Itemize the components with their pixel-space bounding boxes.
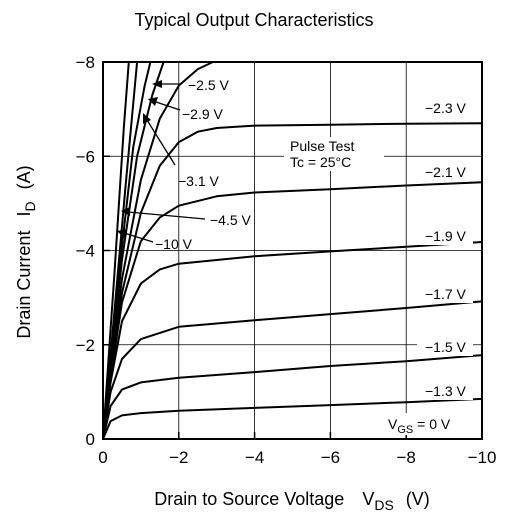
vgs-zero-label: VGS = 0 V [385, 413, 477, 436]
y-axis-ticks: 0 −2 −4 −6 −8 [76, 53, 110, 449]
annotation-line-2: Tc = 25°C [290, 154, 351, 170]
label-leaders [117, 80, 206, 243]
series-label-bg [417, 382, 473, 400]
x-axis-label-text: Drain to Source Voltage [154, 489, 344, 509]
series-label: −1.5 V [425, 339, 467, 355]
leader-2-5v-arrowhead [152, 80, 162, 88]
series-label: −2.5 V [188, 77, 230, 93]
leader-3-1v [146, 119, 176, 166]
x-tick-label: −2 [169, 448, 188, 467]
leader-4-5v-arrowhead [121, 207, 130, 216]
series-label: −2.9 V [182, 106, 224, 122]
series-label: −3.1 V [178, 173, 220, 189]
x-tick-label: −4 [245, 448, 264, 467]
series-label: −2.1 V [425, 164, 467, 180]
leader-2-9v-arrowhead [148, 97, 158, 106]
y-axis-label: Drain Current ID (A) [14, 165, 38, 338]
leader-3-1v-arrowhead [143, 113, 151, 124]
leader-10v-arrowhead [117, 229, 127, 238]
series-curve [102, 397, 483, 440]
x-axis-unit: (V) [406, 489, 430, 509]
series-label: −4.5 V [210, 212, 252, 228]
vgs-symbol: V [388, 416, 398, 432]
series-curve [102, 181, 483, 440]
curves [102, 61, 483, 440]
y-tick-label: −8 [76, 53, 95, 72]
series-curve [102, 61, 139, 440]
leader-2-9v [155, 101, 181, 111]
series-label-bg [417, 338, 473, 356]
y-axis-label-text: Drain Current [14, 231, 34, 339]
x-tick-label: −8 [397, 448, 416, 467]
x-tick-label: 0 [98, 448, 107, 467]
series-label-bg [417, 163, 473, 181]
vgs-subscript: GS [397, 424, 413, 436]
y-tick-label: −6 [76, 147, 95, 166]
series-curve [102, 354, 483, 440]
y-tick-label: −4 [76, 242, 95, 261]
series-curve [102, 122, 483, 440]
chart-title: Typical Output Characteristics [134, 10, 373, 30]
vgs-value: = 0 V [413, 416, 451, 432]
series-label: −1.7 V [425, 286, 467, 302]
y-axis-unit: (A) [14, 165, 34, 189]
x-tick-label: −6 [321, 448, 340, 467]
series-label-bg [417, 99, 473, 117]
x-axis-symbol: V [362, 489, 374, 509]
annotation-line-1: Pulse Test [290, 138, 354, 154]
series-label: −10 V [155, 236, 193, 252]
leader-4-5v [127, 211, 206, 220]
series-label-bg [417, 285, 473, 303]
x-tick-label: −10 [468, 448, 497, 467]
y-axis-subscript: D [22, 201, 38, 211]
series-label: −1.9 V [425, 228, 467, 244]
series-labels: −1.3 V −1.5 V −1.7 V −1.9 V −2.1 V −2.3 V −2.5… [155, 77, 473, 400]
series-curve [102, 300, 483, 440]
series-label-bg [417, 227, 473, 245]
x-axis-ticks: 0 −2 −4 −6 −8 −10 [98, 432, 496, 467]
y-tick-label: 0 [86, 430, 95, 449]
series-label: −1.3 V [425, 383, 467, 399]
series-label: −2.3 V [425, 100, 467, 116]
y-tick-label: −2 [76, 336, 95, 355]
leader-10v [123, 232, 154, 243]
series-curve [102, 61, 130, 440]
x-axis-label: Drain to Source Voltage VDS (V) [154, 489, 430, 513]
y-axis-symbol: I [14, 212, 34, 217]
x-axis-subscript: DS [374, 497, 393, 513]
svg-text:VGS = 0 V: VGS = 0 V [388, 416, 451, 436]
pulse-test-annotation: Pulse Test Tc = 25°C [284, 137, 384, 171]
series-curve [102, 241, 483, 440]
